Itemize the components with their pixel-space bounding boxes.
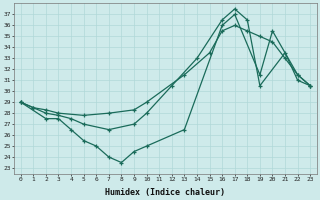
X-axis label: Humidex (Indice chaleur): Humidex (Indice chaleur) — [106, 188, 226, 197]
